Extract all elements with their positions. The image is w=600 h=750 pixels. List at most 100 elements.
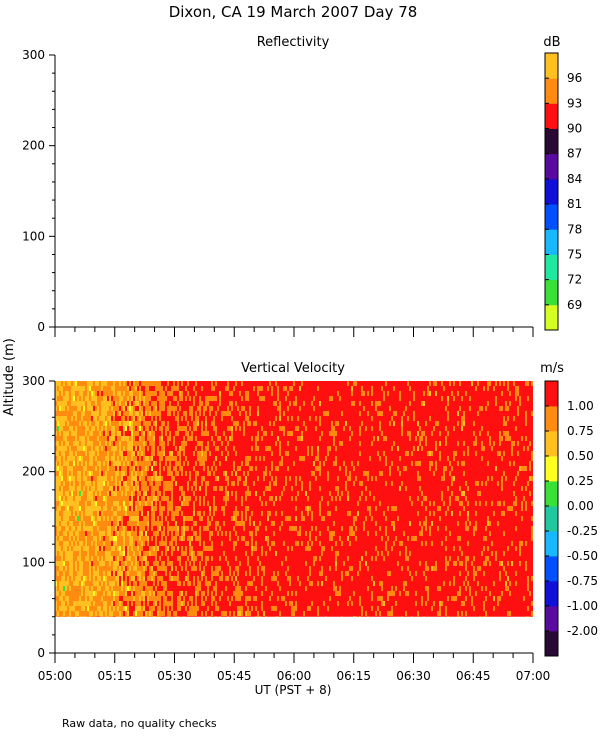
velocity-cell bbox=[321, 516, 323, 521]
velocity-cell bbox=[425, 441, 427, 446]
velocity-cell bbox=[273, 571, 275, 576]
velocity-cell bbox=[75, 506, 77, 511]
velocity-cell bbox=[93, 476, 95, 481]
velocity-cell bbox=[95, 531, 97, 536]
velocity-cell bbox=[215, 396, 217, 401]
velocity-cell bbox=[527, 576, 529, 581]
velocity-cell bbox=[111, 591, 113, 596]
velocity-cell bbox=[125, 491, 127, 496]
velocity-cell bbox=[325, 411, 327, 416]
velocity-cell bbox=[487, 386, 489, 391]
velocity-cell bbox=[57, 491, 59, 496]
velocity-cell bbox=[63, 616, 65, 617]
velocity-cell bbox=[71, 566, 73, 571]
velocity-cell bbox=[147, 501, 149, 506]
velocity-cell bbox=[163, 611, 165, 616]
velocity-cell bbox=[55, 421, 57, 426]
velocity-cell bbox=[105, 461, 107, 466]
velocity-cell bbox=[139, 446, 141, 451]
velocity-cell bbox=[155, 461, 157, 466]
velocity-cell bbox=[515, 396, 517, 401]
velocity-cell bbox=[159, 596, 161, 601]
velocity-cell bbox=[139, 581, 141, 586]
velocity-cell bbox=[79, 616, 81, 617]
velocity-cell bbox=[351, 391, 353, 396]
velocity-cell bbox=[177, 606, 179, 611]
velocity-cell bbox=[165, 431, 167, 436]
velocity-cell bbox=[205, 406, 207, 411]
velocity-cell bbox=[61, 601, 63, 606]
velocity-cell bbox=[97, 396, 99, 401]
velocity-cell bbox=[459, 561, 461, 566]
velocity-cell bbox=[185, 526, 187, 531]
velocity-cell bbox=[509, 506, 511, 511]
velocity-cell bbox=[121, 531, 123, 536]
velocity-cell bbox=[133, 476, 135, 481]
velocity-cell bbox=[135, 586, 137, 591]
velocity-cell bbox=[327, 451, 329, 456]
velocity-cell bbox=[151, 381, 153, 386]
velocity-cell bbox=[261, 386, 263, 391]
velocity-cell bbox=[273, 521, 275, 526]
velocity-cell bbox=[115, 536, 117, 541]
velocity-cell bbox=[287, 546, 289, 551]
velocity-cell bbox=[65, 396, 67, 401]
velocity-cell bbox=[87, 401, 89, 406]
velocity-cell bbox=[113, 391, 115, 396]
velocity-cell bbox=[77, 596, 79, 601]
velocity-cell bbox=[117, 491, 119, 496]
velocity-cell bbox=[281, 596, 283, 601]
velocity-cell bbox=[121, 571, 123, 576]
velocity-cell bbox=[187, 486, 189, 491]
velocity-cell bbox=[177, 451, 179, 456]
velocity-cell bbox=[149, 481, 151, 486]
velocity-cell bbox=[99, 506, 101, 511]
velocity-cell bbox=[65, 581, 67, 586]
velocity-cell bbox=[73, 501, 75, 506]
velocity-cell bbox=[73, 511, 75, 516]
velocity-cell bbox=[435, 461, 437, 466]
velocity-cell bbox=[157, 386, 159, 391]
velocity-cell bbox=[161, 391, 163, 396]
velocity-cell bbox=[93, 601, 95, 606]
velocity-cell bbox=[449, 461, 451, 466]
velocity-cell bbox=[209, 451, 211, 456]
velocity-cell bbox=[139, 536, 141, 541]
velocity-cell bbox=[71, 611, 73, 616]
velocity-cell bbox=[57, 581, 59, 586]
velocity-cell bbox=[195, 611, 197, 616]
velocity-cell bbox=[263, 491, 265, 496]
velocity-cell bbox=[155, 556, 157, 561]
velocity-cell bbox=[249, 421, 251, 426]
velocity-cell bbox=[159, 476, 161, 481]
velocity-cell bbox=[101, 466, 103, 471]
velocity-cell bbox=[151, 536, 153, 541]
velocity-cell bbox=[185, 551, 187, 556]
velocity-cell bbox=[167, 496, 169, 501]
velocity-cell bbox=[97, 591, 99, 596]
velocity-cell bbox=[85, 501, 87, 506]
velocity-cell bbox=[79, 536, 81, 541]
velocity-cell bbox=[445, 436, 447, 441]
velocity-cell bbox=[217, 476, 219, 481]
velocity-cell bbox=[137, 421, 139, 426]
velocity-cell bbox=[169, 611, 171, 616]
velocity-cell bbox=[151, 551, 153, 556]
velocity-cell bbox=[59, 461, 61, 466]
velocity-cell bbox=[125, 541, 127, 546]
velocity-cell bbox=[211, 556, 213, 561]
velocity-cell bbox=[99, 391, 101, 396]
velocity-cell bbox=[119, 506, 121, 511]
velocity-cell bbox=[385, 516, 387, 521]
velocity-cell bbox=[121, 486, 123, 491]
velocity-cell bbox=[491, 541, 493, 546]
velocity-cell bbox=[415, 601, 417, 606]
velocity-cell bbox=[111, 381, 113, 386]
velocity-cell bbox=[83, 606, 85, 611]
velocity-cell bbox=[77, 391, 79, 396]
velocity-cell bbox=[117, 476, 119, 481]
velocity-cell bbox=[67, 491, 69, 496]
velocity-cell bbox=[485, 406, 487, 411]
velocity-cell bbox=[221, 411, 223, 416]
velocity-cell bbox=[391, 586, 393, 591]
